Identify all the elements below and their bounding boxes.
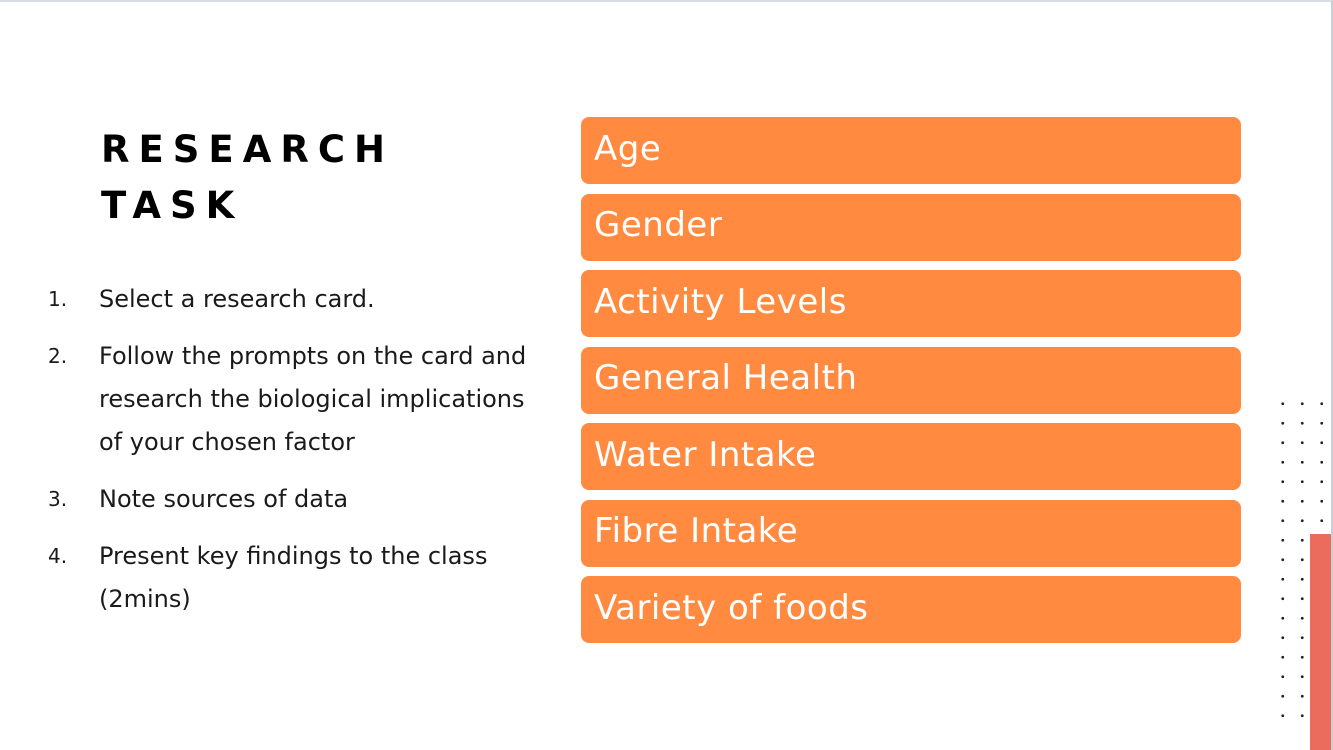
factor-card-fibre-intake[interactable]: Fibre Intake xyxy=(581,499,1241,567)
slide-title: RESEARCH TASK xyxy=(101,122,394,234)
factor-label: Variety of foods xyxy=(594,587,869,628)
factor-card-age[interactable]: Age xyxy=(581,117,1241,184)
factor-card-water-intake[interactable]: Water Intake xyxy=(581,423,1241,490)
steps-list: 1. Select a research card. 2. Follow the… xyxy=(48,278,548,635)
factor-cards: Age Gender Activity Levels General Healt… xyxy=(581,117,1241,653)
step-number: 4. xyxy=(48,544,68,568)
step-item-2: 2. Follow the prompts on the card and re… xyxy=(48,335,548,464)
step-text: Select a research card. xyxy=(99,285,375,313)
factor-card-activity-levels[interactable]: Activity Levels xyxy=(581,270,1241,337)
step-item-3: 3. Note sources of data xyxy=(48,478,548,521)
step-item-1: 1. Select a research card. xyxy=(48,278,548,321)
step-number: 3. xyxy=(48,487,68,511)
factor-label: Water Intake xyxy=(594,434,817,475)
factor-card-general-health[interactable]: General Health xyxy=(581,346,1241,414)
step-number: 1. xyxy=(48,287,68,311)
factor-label: Age xyxy=(594,128,662,169)
factor-label: Activity Levels xyxy=(594,281,847,322)
title-line-2: TASK xyxy=(101,184,244,227)
accent-bar-decoration xyxy=(1310,534,1331,750)
step-number: 2. xyxy=(48,344,68,368)
step-text: Note sources of data xyxy=(99,485,349,513)
step-item-4: 4. Present key findings to the class (2m… xyxy=(48,535,548,621)
factor-card-variety-of-foods[interactable]: Variety of foods xyxy=(581,576,1241,643)
step-text: Follow the prompts on the card and resea… xyxy=(99,342,527,456)
step-text: Present key findings to the class (2mins… xyxy=(99,542,488,613)
factor-label: Fibre Intake xyxy=(594,511,799,551)
factor-card-gender[interactable]: Gender xyxy=(581,193,1241,261)
factor-label: General Health xyxy=(594,358,858,398)
title-line-1: RESEARCH xyxy=(101,128,394,171)
factor-label: Gender xyxy=(594,205,723,245)
